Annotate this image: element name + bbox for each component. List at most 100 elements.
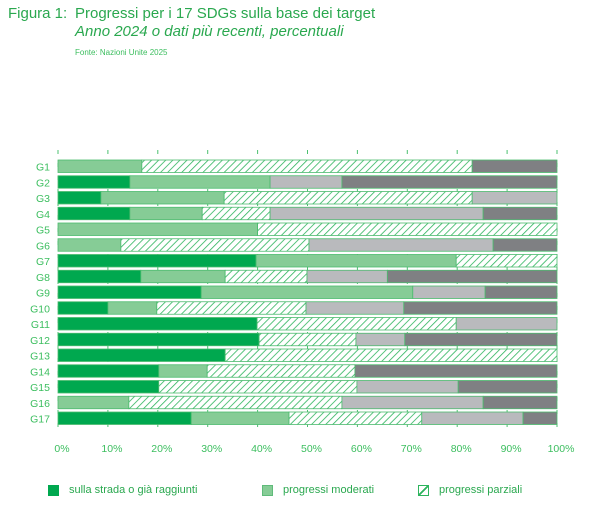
y-category-label: G8	[36, 272, 50, 284]
figure-label: Figura 1:	[8, 5, 68, 22]
y-category-label: G14	[30, 366, 50, 378]
bar-segment-partial-g13	[224, 348, 558, 362]
legend-swatch-moderate	[262, 484, 273, 496]
bar-segment-partial-g5	[257, 222, 558, 236]
x-tick-label: 90%	[501, 443, 522, 455]
bar-segment-light_grey-g11	[455, 317, 558, 331]
bar-segment-dark_grey-g9	[484, 285, 558, 299]
bar-segment-light_grey-g3	[471, 191, 558, 205]
bar-segment-partial-g3	[223, 191, 473, 205]
bar-segment-light_grey-g16	[341, 395, 484, 410]
y-category-label: G10	[30, 303, 50, 315]
bar-segment-moderate-g3	[100, 191, 225, 205]
bar-segment-dark_grey-g4	[482, 206, 558, 221]
bar-segment-dark_grey-g1	[471, 159, 558, 173]
bar-segment-partial-g6	[120, 238, 310, 252]
bar-segment-on_track-g4	[57, 206, 131, 221]
bar-segment-partial-g16	[128, 395, 343, 410]
bar-segment-light_grey-g15	[356, 380, 459, 394]
bar-segment-light_grey-g8	[306, 269, 388, 284]
x-tick-label: 70%	[401, 443, 422, 455]
y-category-label: G9	[36, 288, 50, 300]
bar-segment-moderate-g2	[129, 175, 271, 189]
x-tick-label: 10%	[101, 443, 122, 455]
bar-segment-partial-g7	[455, 254, 558, 268]
bar-segment-dark_grey-g15	[457, 380, 558, 394]
y-category-label: G3	[36, 193, 50, 205]
bar-segment-moderate-g5	[57, 222, 259, 236]
bar-segment-moderate-g14	[158, 364, 208, 378]
x-tick-label: 60%	[351, 443, 372, 455]
y-category-label: G12	[30, 335, 50, 347]
y-category-label: G6	[36, 240, 50, 252]
bar-segment-on_track-g3	[57, 191, 102, 205]
legend-swatch-partial	[418, 484, 429, 496]
x-tick-label: 40%	[251, 443, 272, 455]
chart-title: Progressi per i 17 SDGs sulla base dei t…	[75, 5, 376, 22]
bar-segment-dark_grey-g6	[492, 238, 558, 252]
chart-source: Fonte: Nazioni Unite 2025	[75, 48, 168, 57]
bar-segment-on_track-g14	[57, 364, 160, 378]
y-category-label: G2	[36, 177, 50, 189]
bar-segment-moderate-g1	[57, 159, 143, 173]
bar-segment-partial-g8	[224, 269, 308, 284]
legend-label: progressi parziali	[439, 484, 523, 496]
x-axis-labels: 0% 10% 20% 30% 40% 50% 60% 70% 80% 90% 100%	[54, 443, 574, 455]
x-tick-label: 20%	[151, 443, 172, 455]
legend-item-on-track: sulla strada o già raggiunti	[48, 484, 197, 496]
bar-segment-partial-g14	[206, 364, 356, 378]
bar-segment-on_track-g12	[57, 332, 260, 347]
bar-segment-dark_grey-g2	[341, 175, 558, 189]
x-tick-label: 80%	[451, 443, 472, 455]
x-tick-label: 30%	[201, 443, 222, 455]
y-axis-labels: G1 G2 G3 G4 G5 G6 G7 G8 G9 G10 G11 G12 G13 G14 G15 G16 G…	[30, 162, 50, 426]
bar-segment-on_track-g9	[57, 285, 202, 299]
bar-segment-light_grey-g4	[269, 206, 484, 221]
bar-segment-dark_grey-g16	[482, 395, 558, 410]
bar-segment-on_track-g2	[57, 175, 131, 189]
legend-label: sulla strada o già raggiunti	[69, 484, 198, 496]
bar-segment-partial-g1	[141, 159, 473, 173]
chart-subtitle: Anno 2024 o dati più recenti, percentual…	[75, 23, 344, 40]
y-category-label: G4	[36, 209, 50, 221]
bar-segment-on_track-g17	[57, 411, 192, 425]
legend-swatch-on-track	[48, 484, 59, 496]
bar-segment-dark_grey-g8	[386, 269, 558, 284]
legend-label: progressi moderati	[283, 484, 375, 496]
y-category-label: G15	[30, 382, 50, 394]
y-category-label: G17	[30, 414, 50, 426]
bar-segment-light_grey-g9	[412, 285, 486, 299]
bar-segment-on_track-g15	[57, 380, 160, 394]
bar-segment-partial-g11	[256, 317, 457, 331]
bar-segment-light_grey-g12	[355, 332, 406, 347]
bar-segment-dark_grey-g17	[522, 411, 558, 425]
bars	[57, 159, 558, 425]
legend-item-moderate: progressi moderati	[262, 484, 374, 496]
bar-segment-light_grey-g10	[305, 301, 405, 315]
bar-segment-dark_grey-g14	[354, 364, 558, 378]
bar-segment-moderate-g4	[129, 206, 203, 221]
y-category-label: G13	[30, 351, 50, 363]
y-category-label: G5	[36, 225, 50, 237]
y-category-label: G1	[36, 162, 50, 174]
bar-segment-on_track-g7	[57, 254, 257, 268]
y-category-label: G7	[36, 256, 50, 268]
legend-item-partial: progressi parziali	[418, 484, 522, 496]
bar-segment-on_track-g13	[57, 348, 226, 362]
bar-segment-on_track-g11	[57, 317, 258, 331]
bar-segment-moderate-g8	[140, 269, 226, 284]
bar-segment-partial-g12	[258, 332, 357, 347]
bar-segment-partial-g4	[201, 206, 271, 221]
x-tick-label: 100%	[548, 443, 575, 455]
y-category-label: G16	[30, 398, 50, 410]
bar-segment-moderate-g16	[57, 395, 130, 410]
bar-segment-partial-g15	[158, 380, 358, 394]
bar-segment-dark_grey-g10	[403, 301, 558, 315]
bar-segment-moderate-g6	[57, 238, 122, 252]
bar-segment-moderate-g9	[200, 285, 414, 299]
bar-segment-moderate-g7	[255, 254, 457, 268]
bar-segment-light_grey-g6	[308, 238, 494, 252]
bar-segment-moderate-g10	[107, 301, 158, 315]
bar-segment-partial-g17	[288, 411, 423, 425]
